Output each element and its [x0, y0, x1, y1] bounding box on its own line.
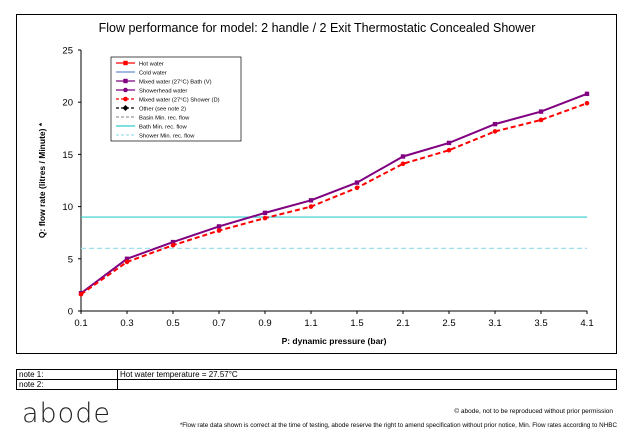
legend-marker [123, 78, 128, 84]
data-point-mixed-water-27-c-bath-v [308, 198, 314, 203]
x-tick-label: 2.1 [396, 318, 409, 329]
note-value: Hot water temperature = 27.57°C [117, 369, 617, 380]
chart-frame: Flow performance for model: 2 handle / 2… [16, 14, 617, 354]
legend-entry: Showerhead water [139, 88, 187, 94]
data-point-mixed-water-27-c-shower-d [78, 291, 84, 297]
legend-marker [122, 105, 129, 111]
data-point-mixed-water-27-c-shower-d [216, 228, 222, 233]
legend-marker [123, 60, 128, 66]
data-point-mixed-water-27-c-bath-v [538, 109, 544, 114]
x-axis-label: P: dynamic pressure (bar) [282, 336, 387, 346]
legend-entry: Other (see note 2) [139, 106, 186, 112]
x-tick-label: 4.1 [580, 318, 593, 329]
series-line-mixed-water-27-c-shower-d [80, 102, 588, 296]
legend-entry: Cold water [139, 70, 167, 76]
series-line-mixed-water-27-c-bath-v [80, 92, 588, 295]
note-value [117, 379, 617, 390]
note-row: note 1: Hot water temperature = 27.57°C [16, 369, 617, 380]
y-axis-label: Q: flow rate (litres / Minute) * [37, 122, 47, 238]
data-point-mixed-water-27-c-bath-v [124, 256, 130, 261]
legend-entry: Bath Min. rec. flow [139, 124, 187, 130]
data-point-mixed-water-27-c-shower-d [400, 161, 406, 167]
data-point-mixed-water-27-c-shower-d [170, 242, 176, 248]
legend-entry: Shower Min. rec. flow [139, 133, 195, 139]
x-tick-label: 3.5 [534, 318, 547, 329]
note-label: note 1: [16, 369, 118, 380]
x-tick-label: 0.1 [74, 318, 87, 329]
data-point-mixed-water-27-c-shower-d [262, 215, 268, 221]
y-tick-label: 25 [62, 46, 73, 57]
data-point-mixed-water-27-c-bath-v [216, 224, 222, 229]
legend-entry: Mixed water (27°C) Bath (V) [139, 79, 212, 85]
data-point-mixed-water-27-c-bath-v [400, 154, 406, 159]
x-tick-label: 0.7 [212, 318, 225, 329]
x-tick-label: 3.1 [488, 318, 501, 329]
data-point-mixed-water-27-c-shower-d [354, 185, 360, 191]
copyright-text: © abode, not to be reproduced without pr… [454, 408, 613, 415]
x-tick-label: 1.1 [304, 318, 317, 329]
y-tick-label: 20 [62, 98, 73, 109]
legend-entry: Mixed water (27°C) Shower (D) [139, 97, 220, 103]
disclaimer-text: *Flow rate data shown is correct at the … [179, 422, 617, 429]
x-tick-label: 0.9 [258, 318, 271, 329]
legend-marker [123, 87, 128, 93]
data-point-mixed-water-27-c-bath-v [446, 140, 452, 146]
chart-title: Flow performance for model: 2 handle / 2… [99, 21, 536, 35]
note-row: note 2: [16, 379, 617, 390]
abode-logo: abode [22, 398, 111, 429]
data-point-mixed-water-27-c-bath-v [170, 239, 176, 245]
data-point-mixed-water-27-c-bath-v [584, 91, 590, 97]
y-tick-label: 15 [62, 150, 73, 161]
note-label: note 2: [16, 379, 118, 390]
data-point-mixed-water-27-c-shower-d [538, 117, 544, 123]
data-point-mixed-water-27-c-shower-d [124, 259, 130, 265]
data-point-mixed-water-27-c-shower-d [584, 100, 590, 106]
legend-entry: Hot water [139, 61, 164, 67]
data-point-mixed-water-27-c-shower-d [308, 204, 314, 209]
data-point-mixed-water-27-c-bath-v [262, 210, 268, 216]
x-tick-label: 1.5 [350, 318, 363, 329]
data-point-mixed-water-27-c-shower-d [446, 147, 452, 153]
y-tick-label: 5 [68, 254, 73, 265]
x-tick-label: 0.3 [120, 318, 133, 329]
data-point-mixed-water-27-c-bath-v [492, 121, 498, 127]
y-tick-label: 10 [62, 202, 73, 213]
data-point-mixed-water-27-c-bath-v [354, 180, 360, 185]
flow-chart: Flow performance for model: 2 handle / 2… [37, 21, 594, 346]
legend-marker [123, 96, 128, 102]
data-point-mixed-water-27-c-shower-d [492, 129, 498, 134]
x-tick-label: 2.5 [442, 318, 455, 329]
legend-entry: Basin Min. rec. flow [139, 115, 190, 121]
notes-table: note 1: Hot water temperature = 27.57°C … [16, 369, 617, 390]
x-tick-label: 0.5 [166, 318, 179, 329]
y-tick-label: 0 [68, 307, 73, 318]
